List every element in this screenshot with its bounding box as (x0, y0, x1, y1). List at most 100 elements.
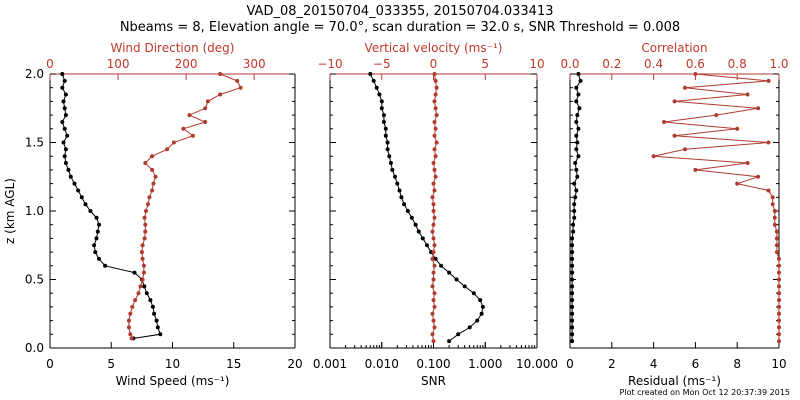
wind-wind-speed-point (60, 120, 65, 124)
wind-wind-direction-point (141, 263, 146, 268)
snr-snr-point (447, 339, 452, 344)
residual-residual-point (572, 215, 577, 220)
wind-wind-direction-point (139, 250, 144, 255)
residual-correlation-point (735, 126, 740, 131)
residual-correlation-point (756, 106, 761, 111)
wind-wind-direction-point (140, 256, 145, 261)
residual-residual-point (574, 188, 579, 193)
residual-residual-point (577, 106, 582, 111)
residual-residual-point (570, 339, 575, 344)
residual-top-axis-label: Correlation (641, 41, 707, 55)
residual-correlation-point (774, 243, 779, 248)
wind-xtick-label: 15 (226, 357, 241, 371)
residual-correlation-point (651, 154, 656, 159)
wind-wind-direction-point (144, 209, 148, 213)
wind-wind-speed-point (79, 195, 84, 200)
wind-wind-speed-point (152, 311, 157, 316)
residual-panel: 0 2 4 6 8 10 Residual (ms⁻¹) 0.0 0.2 0.4 0.6 0.8 1.0… (560, 41, 788, 388)
residual-correlation-point (777, 277, 781, 282)
residual-top-tick-label: 0.8 (728, 57, 747, 71)
residual-top-tick-label: 0.6 (686, 57, 705, 71)
wind-wind-direction-point (147, 195, 152, 200)
snr-vertical-velocity-point (432, 72, 437, 76)
snr-top-tick-label: 5 (481, 57, 489, 71)
residual-xtick-label: 8 (733, 357, 741, 371)
residual-xtick-label: 10 (771, 357, 786, 371)
wind-bottom-axis-label: Wind Speed (ms⁻¹) (116, 374, 230, 388)
snr-vertical-velocity-point (432, 133, 437, 138)
wind-wind-direction-point (143, 229, 148, 234)
wind-wind-speed-point (155, 325, 160, 330)
wind-wind-direction-point (129, 336, 134, 341)
residual-bottom-axis-label: Residual (ms⁻¹) (628, 374, 721, 388)
snr-vertical-velocity-point (430, 229, 435, 234)
residual-residual-point (576, 154, 581, 159)
wind-wind-direction-point (150, 188, 155, 193)
residual-correlation-point (777, 284, 781, 289)
residual-correlation-point (672, 99, 677, 104)
residual-correlation-point (772, 209, 777, 213)
residual-residual-point (576, 72, 581, 76)
snr-vertical-velocity-point (431, 270, 436, 275)
snr-top-tick-label: −5 (373, 57, 391, 71)
residual-correlation-point (770, 202, 775, 207)
snr-snr-point (456, 332, 461, 337)
wind-wind-direction-point (181, 126, 186, 131)
wind-xtick-label: 0 (46, 357, 54, 371)
snr-snr-point (388, 161, 393, 165)
snr-vertical-velocity-line (431, 73, 438, 342)
snr-xtick-label: 10.000 (516, 357, 558, 371)
wind-wind-speed-point (62, 78, 67, 83)
snr-snr-point (409, 215, 414, 220)
snr-vertical-velocity-point (432, 291, 437, 296)
snr-vertical-velocity-point (434, 140, 439, 145)
figure-title: VAD_08_20150704_033355, 20150704.033413 (247, 4, 554, 19)
residual-top-tick-label: 0.0 (560, 57, 579, 71)
snr-top-axis-label: Vertical velocity (ms⁻¹) (365, 41, 503, 55)
wind-top-tick-label: 300 (243, 57, 266, 71)
residual-residual-point (573, 195, 578, 200)
wind-wind-direction-point (238, 85, 243, 90)
wind-wind-direction-point (133, 298, 138, 303)
residual-residual-point (570, 263, 575, 268)
snr-vertical-velocity-point (434, 85, 439, 90)
snr-top-tick-label: 0 (430, 57, 438, 71)
wind-wind-speed-point (72, 181, 77, 186)
snr-snr-point (374, 85, 379, 90)
wind-wind-speed-point (148, 298, 153, 303)
wind-wind-speed-point (76, 188, 81, 193)
snr-snr-point (383, 126, 388, 131)
wind-wind-speed-point (63, 147, 68, 152)
residual-residual-point (575, 174, 580, 179)
snr-snr-point (462, 284, 467, 289)
residual-residual-point (576, 92, 581, 97)
residual-correlation-point (777, 256, 781, 261)
residual-residual-point (574, 167, 579, 172)
snr-panel: 0.001 0.010 0.100 1.000 10.000 SNR −10 −5 0 5 10 Ve… (313, 41, 558, 388)
snr-snr-point (433, 256, 438, 261)
residual-correlation-point (777, 291, 781, 296)
snr-snr-point (478, 298, 483, 303)
residual-residual-point (571, 222, 576, 227)
snr-xtick-label: 1.000 (468, 357, 502, 371)
wind-wind-direction-point (150, 154, 155, 159)
snr-snr-point (471, 291, 476, 296)
wind-wind-direction-point (205, 99, 210, 104)
wind-wind-direction-point (146, 202, 150, 207)
wind-panel: 0.0 0.5 1.0 1.5 2.0 z (km AGL) 0 5 10 15 20 Wind Sp… (3, 41, 303, 388)
snr-snr-point (475, 318, 480, 323)
snr-snr-point (371, 78, 376, 83)
residual-correlation-point (735, 181, 740, 186)
snr-snr-point (420, 236, 425, 241)
residual-correlation-point (693, 167, 698, 172)
residual-residual-point (570, 243, 575, 248)
wind-wind-speed-line (61, 73, 161, 339)
residual-correlation-point (774, 236, 779, 241)
wind-wind-speed-point (132, 270, 137, 275)
residual-residual-point (570, 325, 575, 330)
snr-snr-point (480, 304, 485, 309)
wind-wind-direction-point (130, 304, 135, 309)
wind-wind-speed-point (92, 243, 97, 248)
residual-correlation-point (683, 147, 687, 152)
